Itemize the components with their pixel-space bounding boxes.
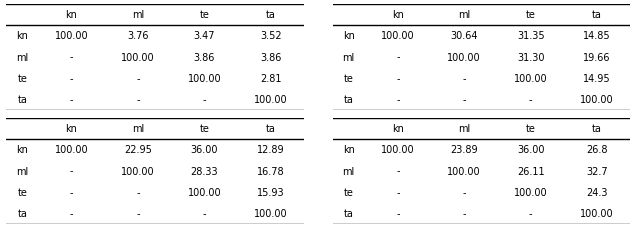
Text: 100.00: 100.00 bbox=[188, 187, 221, 197]
Text: ml: ml bbox=[342, 166, 355, 176]
Text: -: - bbox=[529, 95, 532, 104]
Text: 32.7: 32.7 bbox=[586, 166, 608, 176]
Text: te: te bbox=[344, 74, 354, 83]
Text: 3.47: 3.47 bbox=[193, 31, 215, 41]
Text: -: - bbox=[70, 187, 73, 197]
Text: -: - bbox=[136, 74, 140, 83]
Text: 100.00: 100.00 bbox=[254, 95, 287, 104]
Text: -: - bbox=[396, 52, 399, 62]
Text: 31.30: 31.30 bbox=[517, 52, 545, 62]
Text: 3.52: 3.52 bbox=[260, 31, 282, 41]
Text: 26.11: 26.11 bbox=[517, 166, 545, 176]
Text: -: - bbox=[136, 95, 140, 104]
Text: 100.00: 100.00 bbox=[121, 52, 155, 62]
Text: ta: ta bbox=[17, 208, 28, 218]
Text: te: te bbox=[526, 124, 536, 133]
Text: 100.00: 100.00 bbox=[447, 52, 481, 62]
Text: -: - bbox=[396, 95, 399, 104]
Text: ta: ta bbox=[592, 124, 602, 133]
Text: 24.3: 24.3 bbox=[586, 187, 608, 197]
Text: -: - bbox=[396, 166, 399, 176]
Text: 30.64: 30.64 bbox=[451, 31, 478, 41]
Text: 100.00: 100.00 bbox=[188, 74, 221, 83]
Text: 100.00: 100.00 bbox=[254, 208, 287, 218]
Text: ml: ml bbox=[16, 52, 28, 62]
Text: 100.00: 100.00 bbox=[381, 145, 415, 155]
Text: kn: kn bbox=[392, 124, 404, 133]
Text: -: - bbox=[396, 74, 399, 83]
Text: 3.76: 3.76 bbox=[127, 31, 148, 41]
Text: -: - bbox=[203, 208, 206, 218]
Text: 26.8: 26.8 bbox=[586, 145, 608, 155]
Text: 100.00: 100.00 bbox=[54, 145, 88, 155]
Text: 100.00: 100.00 bbox=[514, 74, 548, 83]
Text: 100.00: 100.00 bbox=[580, 95, 614, 104]
Text: ml: ml bbox=[458, 10, 470, 20]
Text: -: - bbox=[463, 208, 466, 218]
Text: kn: kn bbox=[343, 31, 355, 41]
Text: -: - bbox=[70, 52, 73, 62]
Text: ta: ta bbox=[266, 124, 276, 133]
Text: 100.00: 100.00 bbox=[580, 208, 614, 218]
Text: -: - bbox=[70, 166, 73, 176]
Text: -: - bbox=[463, 95, 466, 104]
Text: 36.00: 36.00 bbox=[191, 145, 218, 155]
Text: 2.81: 2.81 bbox=[260, 74, 282, 83]
Text: te: te bbox=[344, 187, 354, 197]
Text: -: - bbox=[529, 208, 532, 218]
Text: -: - bbox=[396, 187, 399, 197]
Text: 3.86: 3.86 bbox=[260, 52, 282, 62]
Text: 15.93: 15.93 bbox=[257, 187, 285, 197]
Text: ta: ta bbox=[344, 95, 354, 104]
Text: te: te bbox=[200, 10, 209, 20]
Text: 12.89: 12.89 bbox=[257, 145, 285, 155]
Text: 19.66: 19.66 bbox=[584, 52, 611, 62]
Text: 14.85: 14.85 bbox=[584, 31, 611, 41]
Text: ml: ml bbox=[342, 52, 355, 62]
Text: kn: kn bbox=[343, 145, 355, 155]
Text: 100.00: 100.00 bbox=[54, 31, 88, 41]
Text: 100.00: 100.00 bbox=[447, 166, 481, 176]
Text: ta: ta bbox=[344, 208, 354, 218]
Text: -: - bbox=[70, 95, 73, 104]
Text: 100.00: 100.00 bbox=[381, 31, 415, 41]
Text: te: te bbox=[17, 74, 28, 83]
Text: 14.95: 14.95 bbox=[584, 74, 611, 83]
Text: te: te bbox=[526, 10, 536, 20]
Text: -: - bbox=[463, 187, 466, 197]
Text: 100.00: 100.00 bbox=[514, 187, 548, 197]
Text: kn: kn bbox=[65, 10, 77, 20]
Text: te: te bbox=[17, 187, 28, 197]
Text: kn: kn bbox=[392, 10, 404, 20]
Text: ml: ml bbox=[16, 166, 28, 176]
Text: 28.33: 28.33 bbox=[191, 166, 218, 176]
Text: te: te bbox=[200, 124, 209, 133]
Text: -: - bbox=[463, 74, 466, 83]
Text: 23.89: 23.89 bbox=[451, 145, 478, 155]
Text: -: - bbox=[136, 187, 140, 197]
Text: -: - bbox=[396, 208, 399, 218]
Text: 22.95: 22.95 bbox=[124, 145, 152, 155]
Text: kn: kn bbox=[17, 145, 28, 155]
Text: -: - bbox=[203, 95, 206, 104]
Text: ml: ml bbox=[132, 10, 144, 20]
Text: 16.78: 16.78 bbox=[257, 166, 285, 176]
Text: kn: kn bbox=[65, 124, 77, 133]
Text: 3.86: 3.86 bbox=[194, 52, 215, 62]
Text: ml: ml bbox=[132, 124, 144, 133]
Text: ta: ta bbox=[592, 10, 602, 20]
Text: -: - bbox=[70, 74, 73, 83]
Text: -: - bbox=[70, 208, 73, 218]
Text: 36.00: 36.00 bbox=[517, 145, 545, 155]
Text: ta: ta bbox=[266, 10, 276, 20]
Text: kn: kn bbox=[17, 31, 28, 41]
Text: 31.35: 31.35 bbox=[517, 31, 545, 41]
Text: -: - bbox=[136, 208, 140, 218]
Text: ml: ml bbox=[458, 124, 470, 133]
Text: ta: ta bbox=[17, 95, 28, 104]
Text: 100.00: 100.00 bbox=[121, 166, 155, 176]
